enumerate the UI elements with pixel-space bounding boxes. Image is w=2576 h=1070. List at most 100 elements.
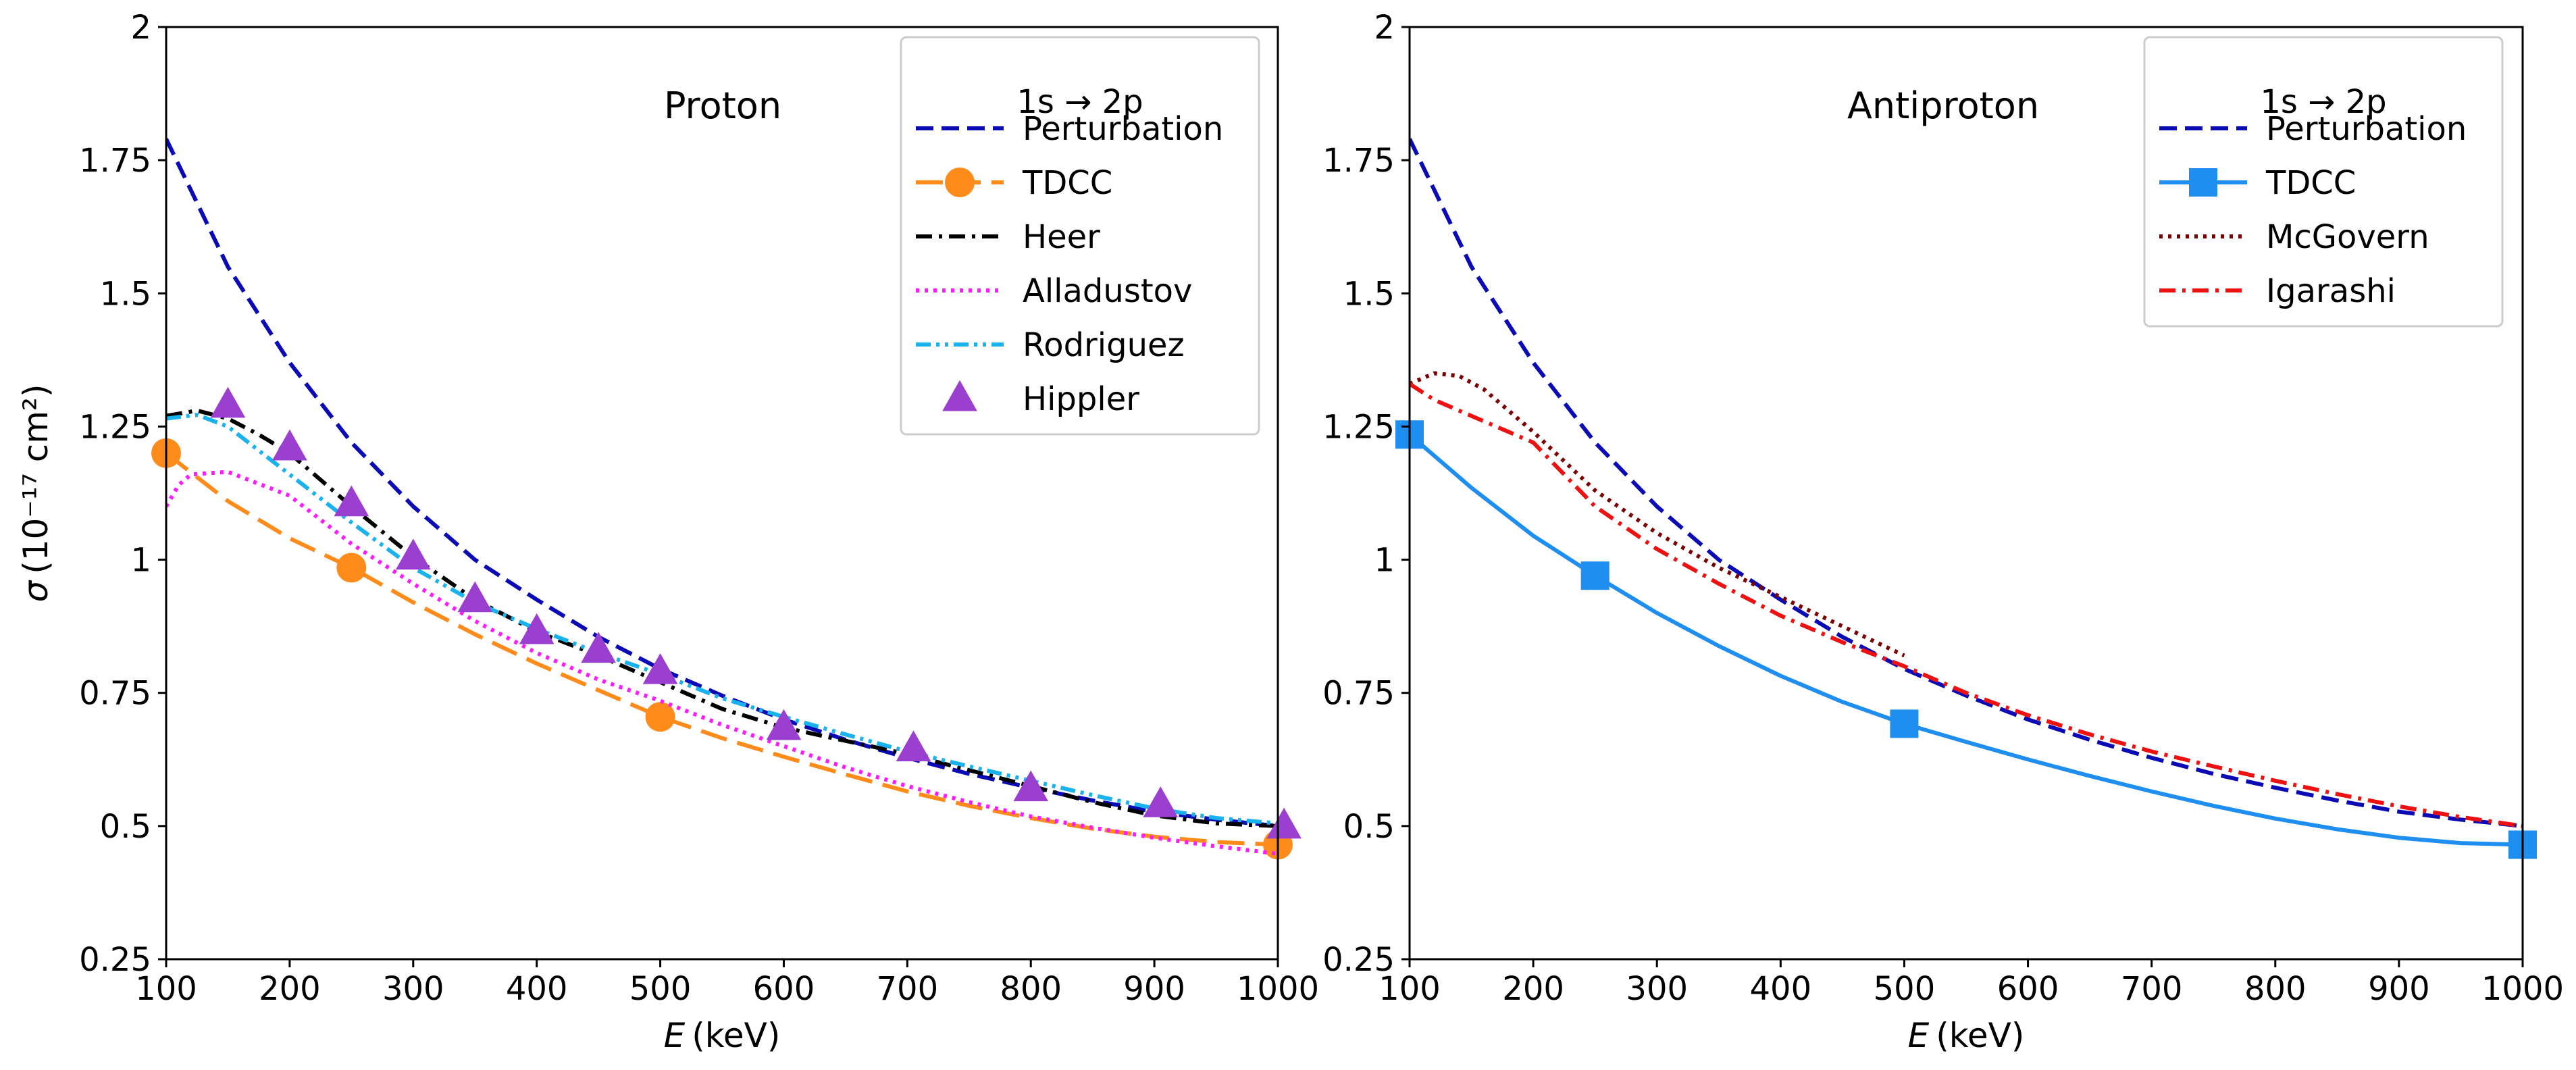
legend-marker-hippler	[942, 380, 977, 411]
tdcc-marker	[1890, 709, 1919, 738]
x-axis-variable: E	[1908, 1016, 1930, 1055]
x-tick-label: 800	[1000, 970, 1062, 1008]
legend-label-igarashi: Igarashi	[2266, 272, 2396, 310]
x-tick-label: 800	[2244, 970, 2307, 1008]
x-tick-label: 300	[1626, 970, 1688, 1008]
x-tick-label: 900	[1123, 970, 1185, 1008]
x-axis-unit: (keV)	[692, 1016, 780, 1055]
x-tick-label: 400	[506, 970, 568, 1008]
series-hippler	[210, 386, 1302, 839]
legend-label-mcgovern: McGovern	[2266, 218, 2429, 256]
y-axis-unit: (10⁻¹⁷ cm²)	[16, 384, 55, 574]
legend-label-alladustov: Alladustov	[1023, 272, 1192, 310]
x-axis-variable: E	[664, 1016, 686, 1055]
x-axis-label: E (keV)	[1908, 1016, 2025, 1055]
series-mcgovern	[1410, 371, 1905, 658]
rodriguez-line	[166, 413, 1278, 825]
legend-label-perturbation: Perturbation	[2266, 110, 2467, 148]
series-rodriguez	[166, 413, 1278, 825]
y-tick-label: 0.75	[79, 675, 151, 713]
x-axis-label: E (keV)	[664, 1016, 781, 1055]
x-tick-label: 500	[1874, 970, 1936, 1008]
y-tick-label: 0.5	[1343, 808, 1395, 846]
hippler-marker	[1266, 807, 1302, 839]
legend-label-tdcc: TDCC	[2265, 164, 2356, 202]
x-tick-label: 1000	[1237, 970, 1319, 1008]
legend-marker-tdcc	[945, 168, 975, 197]
mcgovern-line	[1410, 371, 1905, 658]
y-tick-label: 1	[1374, 542, 1395, 580]
y-tick-label: 0.75	[1322, 675, 1395, 713]
x-tick-label: 500	[629, 970, 692, 1008]
tdcc-marker	[336, 553, 367, 583]
y-tick-label: 1.25	[79, 408, 151, 446]
hippler-marker	[519, 613, 555, 644]
hippler-marker	[457, 581, 493, 613]
hippler-marker	[395, 538, 431, 570]
alladustov-line	[166, 469, 1278, 856]
legend-box	[2143, 36, 2504, 328]
legend-label-perturbation: Perturbation	[1023, 110, 1223, 148]
series-alladustov	[166, 469, 1278, 856]
proton-panel: 100 200 300 400 500 600 700 800 900 1000 0.25 0.5 0.…	[16, 9, 1319, 1055]
series-heer	[166, 408, 1278, 828]
hippler-marker	[642, 653, 678, 684]
tdcc-marker	[645, 702, 675, 732]
perturbation-line	[166, 138, 1278, 828]
hippler-marker	[896, 730, 931, 762]
x-tick-label: 600	[753, 970, 815, 1008]
perturbation-line	[1410, 138, 2523, 828]
axes-frame	[165, 26, 1279, 961]
legend-label-heer: Heer	[1023, 218, 1100, 256]
x-tick-label: 600	[1997, 970, 2059, 1008]
tdcc-line	[1410, 433, 2523, 847]
x-tick-label: 900	[2368, 970, 2430, 1008]
panel-label: Proton	[664, 84, 781, 127]
x-tick-label: 700	[2121, 970, 2183, 1008]
axes-frame	[1408, 26, 2524, 961]
series-igarashi	[1410, 382, 2523, 828]
hippler-marker	[334, 485, 369, 517]
y-axis-variable: σ	[16, 580, 55, 602]
y-tick-label: 1.5	[1343, 275, 1395, 313]
x-tick-label: 200	[259, 970, 321, 1008]
y-tick-label: 0.25	[1322, 941, 1395, 979]
series-tdcc	[1395, 420, 2537, 859]
x-tick-label: 300	[382, 970, 444, 1008]
hippler-marker	[581, 632, 616, 663]
series-perturbation	[1410, 138, 2523, 828]
legend-title: 1s → 2p	[2260, 83, 2386, 121]
y-tick-label: 0.25	[79, 941, 151, 979]
y-axis-label: σ (10⁻¹⁷ cm²)	[16, 384, 55, 603]
legend-label-rodriguez: Rodriguez	[1023, 326, 1185, 364]
legend-title: 1s → 2p	[1016, 83, 1143, 121]
x-axis-unit: (keV)	[1936, 1016, 2024, 1055]
hippler-marker	[1143, 786, 1179, 817]
y-tick-label: 2	[1374, 9, 1395, 47]
hippler-marker	[210, 386, 246, 418]
series-perturbation	[166, 138, 1278, 828]
y-tick-label: 1	[130, 542, 151, 580]
x-tick-label: 100	[1379, 970, 1441, 1008]
heer-line	[166, 408, 1278, 828]
hippler-marker	[766, 709, 802, 740]
series-tdcc	[151, 438, 1293, 860]
tdcc-marker	[1580, 561, 1609, 590]
tdcc-line	[166, 451, 1278, 847]
hippler-marker	[272, 429, 307, 461]
y-tick-label: 2	[130, 9, 151, 47]
y-tick-label: 0.5	[100, 808, 151, 846]
legend-box	[900, 36, 1260, 436]
x-tick-label: 100	[135, 970, 197, 1008]
x-tick-label: 400	[1750, 970, 1812, 1008]
legend-label-hippler: Hippler	[1023, 380, 1139, 418]
y-tick-label: 1.75	[1322, 142, 1395, 180]
x-tick-label: 700	[877, 970, 939, 1008]
legend-label-tdcc: TDCC	[1022, 164, 1112, 202]
legend-marker-tdcc	[2189, 168, 2217, 197]
panel-label: Antiproton	[1847, 84, 2039, 127]
antiproton-panel: 100 200 300 400 500 600 700 800 900 1000 0.25 0.5 0.…	[1322, 9, 2564, 1055]
y-tick-label: 1.5	[100, 275, 151, 313]
